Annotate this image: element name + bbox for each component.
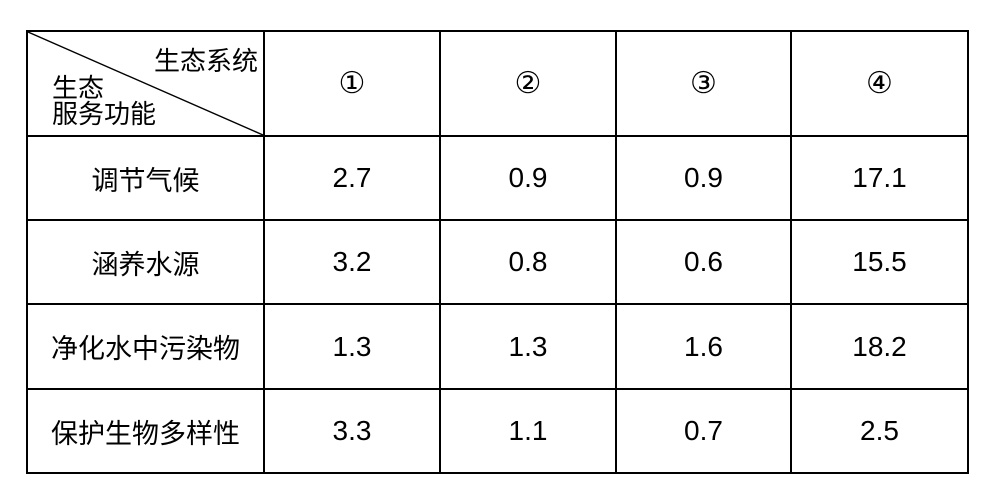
row-axis-label-line1: 生态 [52, 73, 105, 103]
row-axis-label-line2: 服务功能 [52, 99, 157, 129]
table-cell: 0.8 [439, 219, 617, 305]
table-cell: 18.2 [790, 303, 969, 390]
table-cell: 1.3 [439, 303, 617, 390]
row-header: 调节气候 [26, 135, 265, 221]
table-row: 涵养水源 3.2 0.8 0.6 15.5 [26, 219, 969, 305]
column-header-4: ④ [790, 30, 969, 137]
table-cell: 0.6 [615, 219, 792, 305]
ecosystem-services-table: 生态系统 生态 服务功能 ① ② ③ ④ 调节气候 2.7 0.9 0.9 17… [26, 30, 969, 474]
row-header: 涵养水源 [26, 219, 265, 305]
table-cell: 2.7 [263, 135, 441, 221]
table-cell: 0.9 [615, 135, 792, 221]
table-cell: 0.9 [439, 135, 617, 221]
column-axis-label: 生态系统 [153, 46, 258, 76]
diagonal-divider-line [28, 32, 263, 135]
corner-header-cell: 生态系统 生态 服务功能 [26, 30, 265, 137]
column-header-2: ② [439, 30, 617, 137]
table-cell: 15.5 [790, 219, 969, 305]
table-row: 调节气候 2.7 0.9 0.9 17.1 [26, 135, 969, 221]
table-cell: 3.2 [263, 219, 441, 305]
table-cell: 3.3 [263, 388, 441, 474]
table-row: 保护生物多样性 3.3 1.1 0.7 2.5 [26, 388, 969, 474]
table-cell: 0.7 [615, 388, 792, 474]
table-cell: 1.6 [615, 303, 792, 390]
table-cell: 2.5 [790, 388, 969, 474]
column-header-1: ① [263, 30, 441, 137]
row-header: 保护生物多样性 [26, 388, 265, 474]
row-header: 净化水中污染物 [26, 303, 265, 390]
table-cell: 17.1 [790, 135, 969, 221]
column-header-3: ③ [615, 30, 792, 137]
table-row: 净化水中污染物 1.3 1.3 1.6 18.2 [26, 303, 969, 390]
row-axis-label: 生态 服务功能 [52, 75, 156, 127]
header-row: 生态系统 生态 服务功能 ① ② ③ ④ [26, 30, 969, 137]
table-cell: 1.3 [263, 303, 441, 390]
table-cell: 1.1 [439, 388, 617, 474]
